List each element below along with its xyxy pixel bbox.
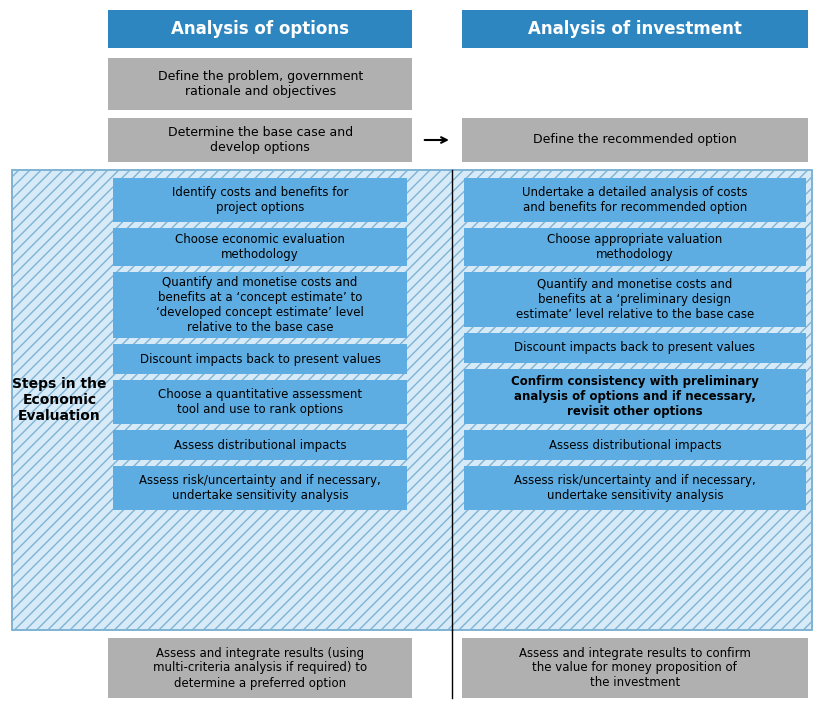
Text: Assess and integrate results to confirm
the value for money proposition of
the i: Assess and integrate results to confirm …: [518, 647, 750, 689]
Text: Quantify and monetise costs and
benefits at a ‘concept estimate’ to
‘developed c: Quantify and monetise costs and benefits…: [156, 276, 364, 334]
Text: Identify costs and benefits for
project options: Identify costs and benefits for project …: [172, 186, 348, 214]
FancyBboxPatch shape: [108, 10, 411, 48]
Text: Assess distributional impacts: Assess distributional impacts: [174, 439, 346, 451]
FancyBboxPatch shape: [113, 430, 406, 460]
Text: Assess distributional impacts: Assess distributional impacts: [548, 439, 720, 451]
FancyBboxPatch shape: [11, 170, 811, 630]
FancyBboxPatch shape: [108, 58, 411, 110]
Text: Define the problem, government
rationale and objectives: Define the problem, government rationale…: [157, 70, 362, 98]
FancyBboxPatch shape: [463, 333, 805, 363]
FancyBboxPatch shape: [113, 466, 406, 510]
FancyBboxPatch shape: [461, 10, 807, 48]
Text: Assess and integrate results (using
multi-criteria analysis if required) to
dete: Assess and integrate results (using mult…: [153, 647, 367, 689]
FancyBboxPatch shape: [108, 638, 411, 698]
FancyBboxPatch shape: [113, 344, 406, 374]
FancyBboxPatch shape: [463, 430, 805, 460]
FancyBboxPatch shape: [113, 380, 406, 424]
Text: Steps in the
Economic
Evaluation: Steps in the Economic Evaluation: [12, 377, 106, 423]
Text: Assess risk/uncertainty and if necessary,
undertake sensitivity analysis: Assess risk/uncertainty and if necessary…: [139, 474, 381, 502]
Text: Analysis of options: Analysis of options: [171, 20, 349, 38]
FancyBboxPatch shape: [463, 228, 805, 266]
Text: Define the recommended option: Define the recommended option: [532, 133, 735, 147]
Text: Assess risk/uncertainty and if necessary,
undertake sensitivity analysis: Assess risk/uncertainty and if necessary…: [514, 474, 755, 502]
Text: Undertake a detailed analysis of costs
and benefits for recommended option: Undertake a detailed analysis of costs a…: [522, 186, 747, 214]
FancyBboxPatch shape: [461, 638, 807, 698]
FancyBboxPatch shape: [113, 228, 406, 266]
FancyBboxPatch shape: [113, 178, 406, 222]
Text: Analysis of investment: Analysis of investment: [527, 20, 741, 38]
FancyBboxPatch shape: [463, 466, 805, 510]
Text: Discount impacts back to present values: Discount impacts back to present values: [139, 352, 380, 366]
Text: Discount impacts back to present values: Discount impacts back to present values: [514, 341, 754, 355]
FancyBboxPatch shape: [461, 118, 807, 162]
Text: Confirm consistency with preliminary
analysis of options and if necessary,
revis: Confirm consistency with preliminary ana…: [510, 375, 758, 418]
FancyBboxPatch shape: [463, 272, 805, 327]
Text: Determine the base case and
develop options: Determine the base case and develop opti…: [167, 126, 352, 154]
Text: Choose appropriate valuation
methodology: Choose appropriate valuation methodology: [546, 233, 722, 261]
FancyBboxPatch shape: [463, 178, 805, 222]
FancyBboxPatch shape: [108, 118, 411, 162]
Text: Choose economic evaluation
methodology: Choose economic evaluation methodology: [175, 233, 345, 261]
FancyBboxPatch shape: [463, 369, 805, 424]
FancyBboxPatch shape: [113, 272, 406, 338]
Text: Quantify and monetise costs and
benefits at a ‘preliminary design
estimate’ leve: Quantify and monetise costs and benefits…: [515, 278, 753, 321]
Text: Choose a quantitative assessment
tool and use to rank options: Choose a quantitative assessment tool an…: [158, 388, 362, 416]
